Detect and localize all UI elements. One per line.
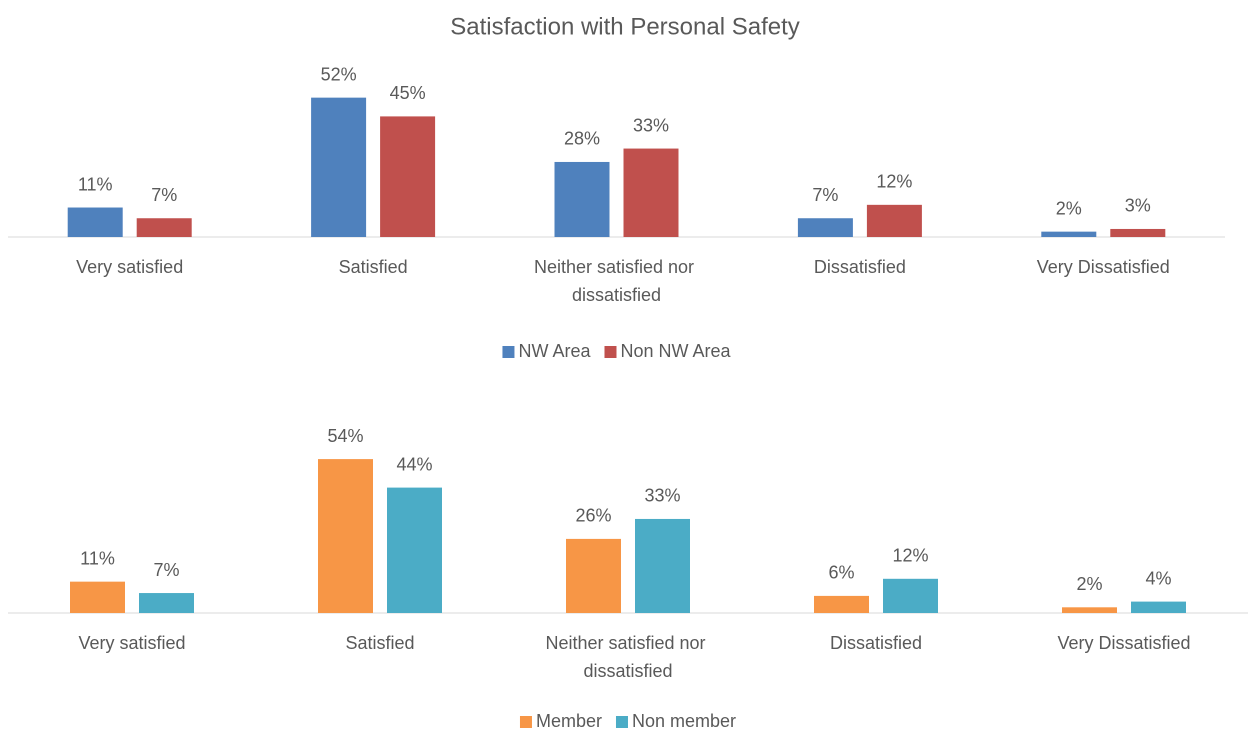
data-label: 2% [1056, 198, 1082, 218]
x-tick-label: Very Dissatisfied [1057, 633, 1190, 653]
legend-label: NW Area [518, 341, 591, 361]
x-tick-label: Dissatisfied [814, 257, 906, 277]
bar [136, 218, 192, 237]
bar [797, 218, 853, 237]
data-label: 33% [644, 486, 680, 506]
data-label: 26% [575, 506, 611, 526]
legend: Member Non member [519, 711, 736, 731]
data-label: 4% [1145, 568, 1171, 588]
legend-label: Non NW Area [620, 341, 731, 361]
legend-swatch [502, 346, 515, 358]
legend-label: Non member [632, 711, 736, 731]
bar [635, 518, 690, 613]
data-label: 54% [327, 426, 363, 446]
bar [70, 581, 125, 613]
data-label: 28% [564, 129, 600, 149]
data-label: 45% [390, 83, 426, 103]
x-tick-label: Very Dissatisfied [1037, 257, 1170, 277]
data-label: 11% [78, 174, 113, 194]
bar [387, 487, 442, 613]
bar [1110, 228, 1166, 237]
x-tick-label: Very satisfied [78, 633, 185, 653]
bar [566, 538, 621, 613]
x-tick-label: Neither satisfied nor dissatisfied [545, 633, 710, 681]
bar [814, 595, 869, 613]
data-label: 44% [396, 454, 432, 474]
data-label: 7% [153, 560, 179, 580]
data-label: 11% [80, 548, 115, 568]
data-label: 6% [828, 563, 854, 583]
bar [554, 161, 610, 237]
legend: NW Area Non NW Area [502, 341, 732, 361]
data-label: 52% [321, 64, 357, 84]
x-tick-label: Satisfied [345, 633, 414, 653]
x-tick-label: Satisfied [339, 257, 408, 277]
bar [311, 97, 367, 237]
bar [318, 459, 373, 613]
data-label: 12% [892, 546, 928, 566]
x-tick-label: Dissatisfied [830, 633, 922, 653]
data-label: 33% [633, 115, 669, 135]
x-tick-label: Very satisfied [76, 257, 183, 277]
bar [866, 204, 922, 237]
data-label: 7% [812, 185, 838, 205]
bar [380, 116, 436, 237]
legend-swatch [519, 716, 532, 728]
legend-swatch [604, 346, 617, 358]
data-label: 7% [151, 185, 177, 205]
legend-swatch [615, 716, 628, 728]
bar [139, 593, 194, 613]
x-tick-label: Neither satisfied nor dissatisfied [534, 257, 699, 305]
bar [1041, 231, 1097, 237]
data-label: 3% [1125, 196, 1151, 216]
data-label: 2% [1076, 574, 1102, 594]
bar [1062, 607, 1117, 613]
bar [67, 207, 123, 237]
bar [883, 578, 938, 613]
chart-title: Satisfaction with Personal Safety [450, 13, 800, 40]
bar [623, 148, 679, 237]
bar [1131, 601, 1186, 613]
legend-label: Member [536, 711, 602, 731]
data-label: 12% [876, 172, 912, 192]
